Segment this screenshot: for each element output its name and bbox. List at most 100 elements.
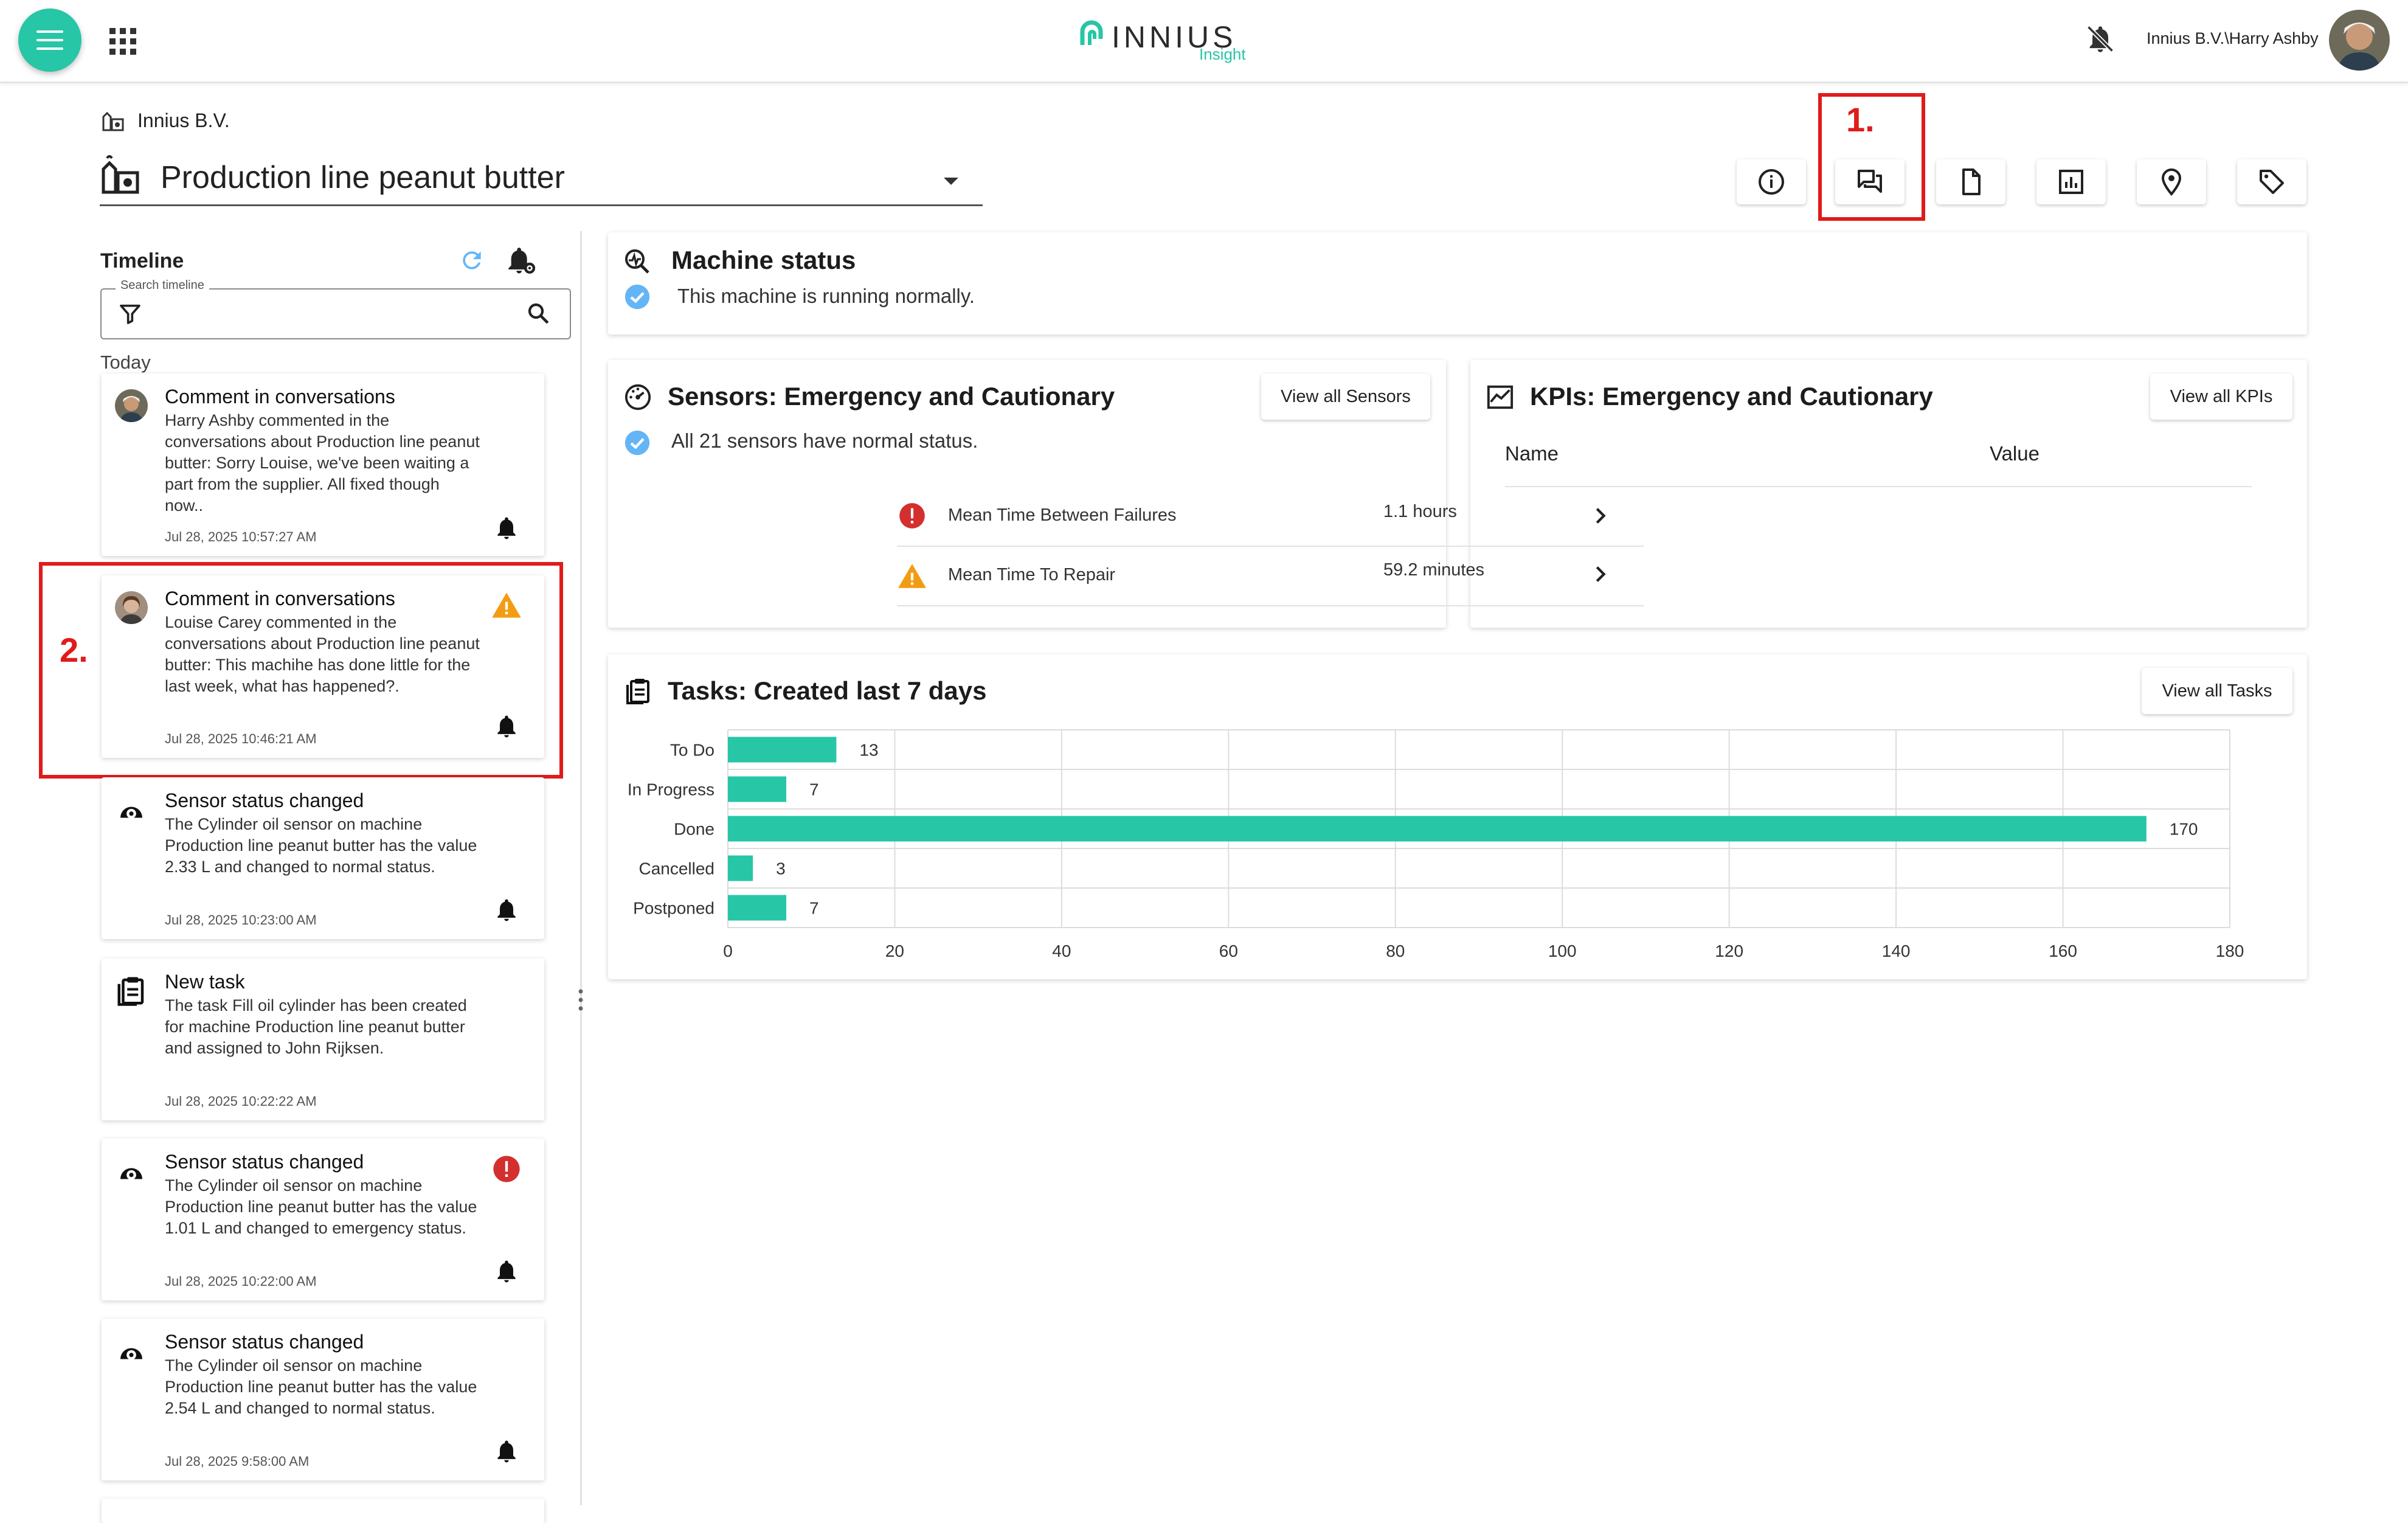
kpis-title: KPIs: Emergency and Cautionary: [1530, 382, 1933, 411]
user-avatar[interactable]: [2329, 10, 2390, 71]
timeline-item-date: Jul 28, 2025 10:22:22 AM: [165, 1094, 317, 1109]
kpis-panel: KPIs: Emergency and Cautionary View all …: [1470, 360, 2307, 628]
hamburger-icon: [36, 30, 63, 50]
panel-divider: [580, 231, 582, 1505]
chart-value-label: 7: [809, 780, 819, 799]
chevron-right-icon[interactable]: [1590, 564, 1611, 585]
search-label: Search timeline: [116, 279, 209, 293]
timeline-title: Timeline: [100, 249, 184, 272]
top-app-bar: [0, 0, 2408, 83]
timeline-item[interactable]: New task The task Fill oil cylinder has …: [102, 959, 544, 1120]
machine-status-title: Machine status: [671, 246, 856, 274]
timeline-item-body: Harry Ashby commented in the conversatio…: [165, 411, 480, 515]
chart-tick-label: 40: [1052, 942, 1071, 960]
annotation-label-1: 1.: [1846, 100, 1875, 139]
main-menu-button[interactable]: [18, 9, 81, 72]
kpi-table-header-divider: [1505, 486, 2252, 487]
document-icon: [1962, 168, 1981, 195]
conversations-button[interactable]: [1835, 159, 1905, 204]
timeline-search-input[interactable]: [100, 288, 571, 339]
location-button[interactable]: [2137, 159, 2206, 204]
bell-icon[interactable]: [493, 1258, 520, 1285]
bell-icon[interactable]: [493, 515, 520, 541]
timeline-item[interactable]: Sensor status changed The Cylinder oil s…: [102, 1139, 544, 1300]
logo-subtitle: Insight: [1199, 45, 1246, 63]
annotation-box-1: [1818, 93, 1925, 221]
kpi-row[interactable]: Mean Time Between Failures 1.1 hours: [897, 487, 1644, 547]
report-icon: [2059, 170, 2083, 194]
annotation-box-2: [39, 562, 563, 779]
machine-status-panel: Machine status This machine is running n…: [608, 232, 2307, 335]
timeline-item-date: Jul 28, 2025 9:58:00 AM: [165, 1454, 310, 1469]
chart-tick-label: 0: [723, 942, 733, 960]
search-icon[interactable]: [525, 300, 551, 326]
bell-icon[interactable]: [493, 897, 520, 923]
chevron-down-icon[interactable]: [943, 176, 960, 186]
notifications-off-icon[interactable]: [2085, 23, 2116, 55]
chart-bar: [728, 895, 787, 921]
sensors-status-text: All 21 sensors have normal status.: [671, 429, 978, 452]
timeline-item[interactable]: [102, 1499, 544, 1523]
timeline-item-body: The Cylinder oil sensor on machine Produ…: [165, 1176, 477, 1237]
machine-status-icon: [623, 247, 652, 276]
timeline-item[interactable]: Comment in conversations Louise Carey co…: [102, 575, 544, 758]
notification-settings-icon[interactable]: [506, 246, 538, 277]
kpi-value: 1.1 hours: [1383, 502, 1457, 521]
timeline-item-body: The Cylinder oil sensor on machine Produ…: [165, 815, 477, 876]
timeline-item-date: Jul 28, 2025 10:46:21 AM: [165, 731, 317, 746]
timeline-item-body: The task Fill oil cylinder has been crea…: [165, 996, 467, 1057]
app-logo: INNIUS Insight: [1078, 18, 1246, 67]
tags-button[interactable]: [2237, 159, 2306, 204]
kpi-column-name: Name: [1505, 442, 1559, 465]
filter-icon[interactable]: [118, 302, 142, 326]
warning-icon: [897, 561, 927, 592]
sensor-icon: [115, 1154, 148, 1187]
timeline-item-title: Sensor status changed: [165, 1151, 364, 1173]
machine-selector[interactable]: [100, 153, 983, 206]
task-icon: [624, 676, 653, 706]
chart-category-label: Done: [674, 820, 714, 839]
resize-handle-icon[interactable]: [574, 988, 587, 1012]
chart-category-label: To Do: [670, 741, 714, 760]
sensors-panel: Sensors: Emergency and Cautionary View a…: [608, 360, 1446, 628]
logo-text: INNIUS: [1112, 20, 1237, 54]
timeline-item-body: Louise Carey commented in the conversati…: [165, 613, 480, 695]
info-button[interactable]: [1737, 159, 1806, 204]
emergency-icon: [897, 501, 927, 531]
warning-icon: [491, 590, 522, 622]
refresh-icon[interactable]: [458, 247, 485, 274]
trend-chart-icon: [1486, 383, 1514, 411]
chart-tick-label: 80: [1386, 942, 1405, 960]
chart-tick-label: 160: [2049, 942, 2077, 960]
sensors-title: Sensors: Emergency and Cautionary: [668, 382, 1115, 411]
chart-bar: [728, 776, 787, 802]
user-name[interactable]: Innius B.V.\Harry Ashby: [2147, 29, 2319, 47]
view-all-sensors-button[interactable]: View all Sensors: [1261, 373, 1430, 420]
chevron-right-icon[interactable]: [1590, 505, 1611, 526]
timeline-item[interactable]: Sensor status changed The Cylinder oil s…: [102, 777, 544, 939]
view-all-kpis-button[interactable]: View all KPIs: [2150, 373, 2292, 420]
chart-category-label: Postponed: [633, 899, 714, 918]
kpi-row[interactable]: Mean Time To Repair 59.2 minutes: [897, 547, 1644, 606]
apps-grid-icon[interactable]: [108, 27, 137, 56]
avatar: [115, 389, 148, 422]
timeline-item-title: New task: [165, 971, 245, 993]
chart-tick-label: 60: [1219, 942, 1238, 960]
organization-icon: [101, 108, 125, 133]
timeline-date-group: Today: [100, 352, 151, 373]
timeline-item[interactable]: Comment in conversations Harry Ashby com…: [102, 373, 544, 556]
check-circle-icon: [624, 429, 651, 456]
chart-tick-label: 140: [1882, 942, 1911, 960]
chart-bar: [728, 737, 837, 763]
reports-button[interactable]: [2036, 159, 2106, 204]
documents-button[interactable]: [1936, 159, 2005, 204]
bell-icon[interactable]: [493, 713, 520, 740]
timeline-item-date: Jul 28, 2025 10:57:27 AM: [165, 529, 317, 544]
view-all-tasks-button[interactable]: View all Tasks: [2142, 668, 2292, 714]
bell-icon[interactable]: [493, 1438, 520, 1465]
timeline-item[interactable]: Sensor status changed The Cylinder oil s…: [102, 1319, 544, 1480]
conversations-icon: [1858, 170, 1882, 193]
task-icon: [115, 974, 148, 1007]
machine-name[interactable]: Production line peanut butter: [161, 160, 565, 195]
chart-bar: [728, 855, 753, 881]
